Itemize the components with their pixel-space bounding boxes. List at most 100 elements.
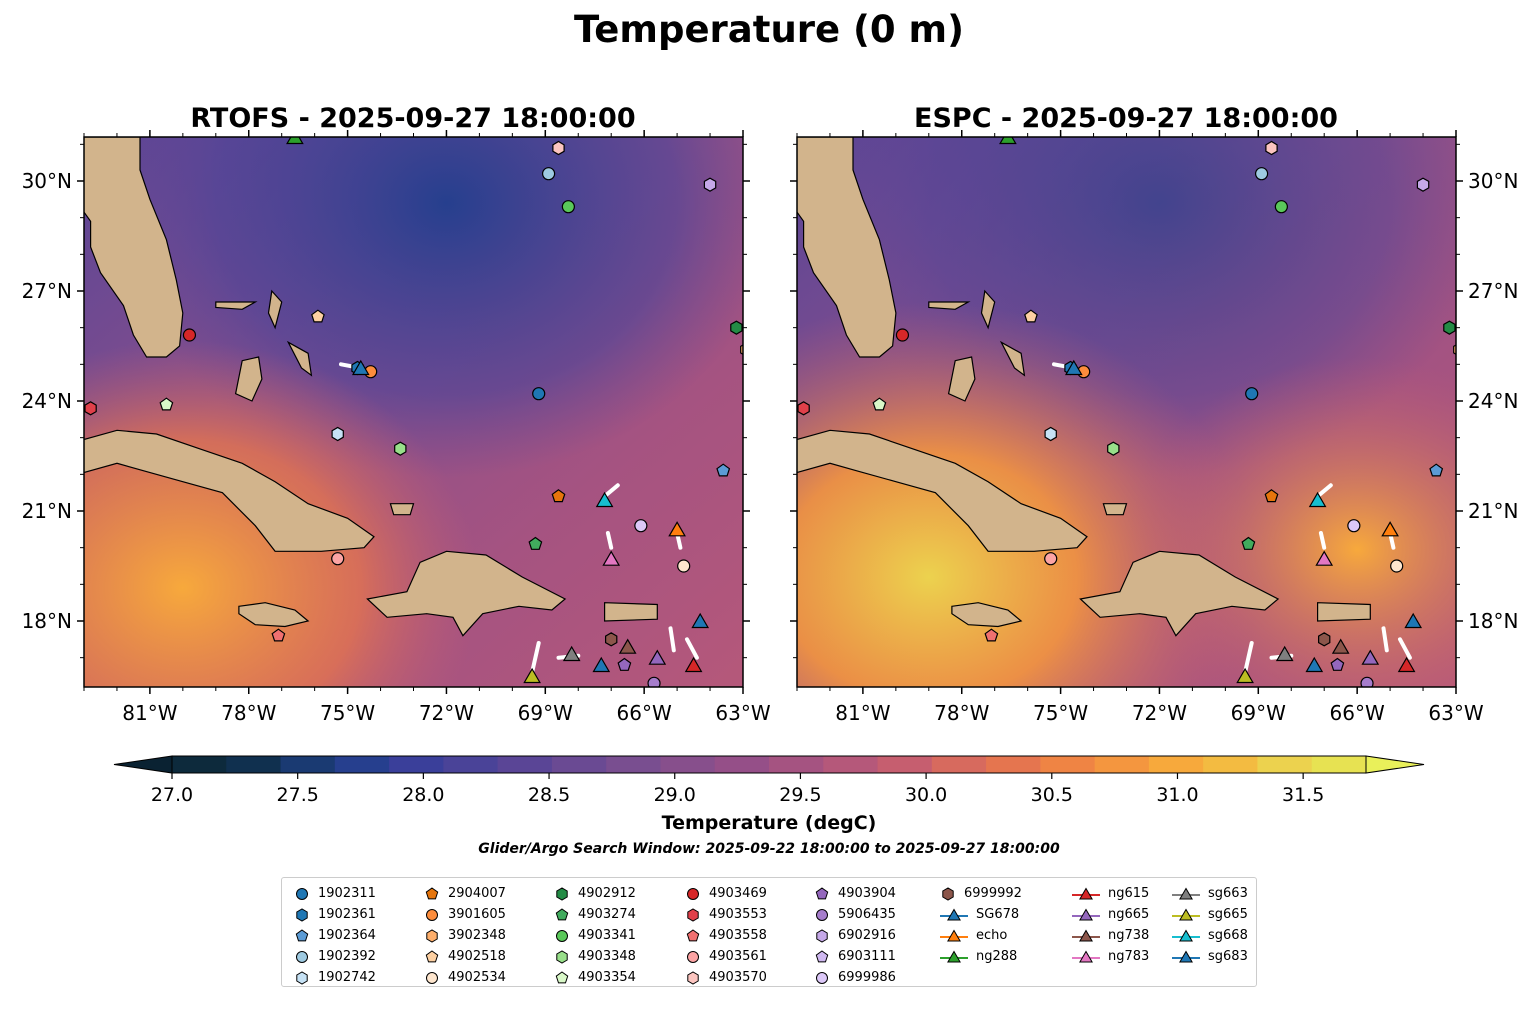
legend-item: ng615 bbox=[1072, 883, 1149, 904]
colorbar-bin bbox=[334, 756, 390, 773]
legend-column: 1902311 1902361 1902364 1902392 1902742 bbox=[294, 883, 376, 988]
legend-label: echo bbox=[976, 928, 1008, 943]
legend-item: 4903561 bbox=[685, 946, 767, 967]
land-florida bbox=[84, 137, 184, 358]
legend-marker-SG678 bbox=[940, 908, 968, 920]
legend-marker-4903904 bbox=[815, 886, 829, 899]
colorbar-bin bbox=[172, 756, 227, 773]
espc-x-tick-label: 81°W bbox=[835, 701, 890, 725]
obs-marker-sg668 bbox=[595, 491, 614, 508]
legend-marker-1902361 bbox=[296, 907, 308, 922]
obs-marker-sg668 bbox=[1308, 491, 1327, 508]
colorbar-tick-label: 28.5 bbox=[528, 784, 570, 806]
colorbar-bin bbox=[280, 756, 336, 773]
colorbar-bin bbox=[497, 756, 553, 773]
colorbar-bin bbox=[986, 756, 1041, 773]
espc-x-tick-label: 66°W bbox=[1330, 701, 1385, 725]
espc-x-tick-label: 63°W bbox=[1428, 701, 1483, 725]
legend-marker-6902916 bbox=[816, 928, 828, 943]
glider-track bbox=[685, 637, 699, 660]
colorbar-bin bbox=[1257, 756, 1313, 773]
land-puertorico bbox=[1316, 602, 1371, 622]
obs-marker-4903570 bbox=[552, 140, 565, 156]
land-eleuthera bbox=[286, 340, 313, 377]
obs-marker-sg683 bbox=[351, 359, 370, 376]
legend-item: 5906435 bbox=[814, 904, 896, 925]
legend-item: 1902742 bbox=[294, 967, 376, 988]
obs-marker-sg683 bbox=[1064, 359, 1083, 376]
obs-marker-4902534 bbox=[677, 559, 691, 573]
glider-track bbox=[1318, 531, 1327, 550]
legend-label: ng615 bbox=[1108, 886, 1150, 901]
rtofs-y-tick-label: 27°N bbox=[22, 279, 72, 303]
legend-label: 4903348 bbox=[578, 949, 636, 964]
colorbar-bin bbox=[714, 756, 770, 773]
colorbar-tick-label: 28.0 bbox=[402, 784, 444, 806]
rtofs-x-tick-label: 72°W bbox=[419, 701, 474, 725]
legend-marker-6903111 bbox=[815, 949, 829, 962]
colorbar-bin bbox=[606, 756, 662, 773]
colorbar-tick-label: 31.5 bbox=[1282, 784, 1324, 806]
legend-marker-sg663 bbox=[1172, 887, 1200, 899]
legend-item: 4903274 bbox=[554, 904, 636, 925]
rtofs-panel-title: RTOFS - 2025-09-27 18:00:00 bbox=[190, 103, 635, 134]
glider-track bbox=[1398, 637, 1412, 660]
legend-marker-sg683 bbox=[1172, 950, 1200, 962]
legend-label: sg665 bbox=[1208, 907, 1248, 922]
obs-marker-ng288 bbox=[286, 137, 304, 145]
legend-label: 4902534 bbox=[448, 970, 506, 985]
espc-axes: 81°W 78°W 75°W 72°W 69°W 66°W 63°W 18°N 21°N 24°N… bbox=[790, 130, 1518, 725]
legend-marker-4903469 bbox=[687, 887, 699, 900]
legend-label: 4903561 bbox=[709, 949, 767, 964]
obs-marker-4903354 bbox=[872, 397, 887, 411]
colorbar-bin bbox=[443, 756, 499, 773]
obs-marker-6999992 bbox=[604, 632, 618, 647]
espc-y-tick-label: 27°N bbox=[1468, 279, 1518, 303]
legend-item: 6903111 bbox=[814, 946, 896, 967]
obs-marker-4903274 bbox=[1241, 536, 1256, 550]
obs-marker-5906435 bbox=[1360, 676, 1374, 687]
obs-marker-4903341 bbox=[561, 200, 575, 214]
glider-track bbox=[668, 626, 676, 653]
colorbar-bin bbox=[769, 756, 824, 773]
legend-label: 4903570 bbox=[709, 970, 767, 985]
colorbar-tick-label: 30.5 bbox=[1031, 784, 1073, 806]
obs-marker-2904007 bbox=[1264, 489, 1279, 503]
legend-marker-6999992 bbox=[942, 886, 954, 901]
legend-marker-4902912 bbox=[556, 886, 568, 901]
obs-marker-ng665 bbox=[1361, 649, 1380, 665]
rtofs-y-tick-label: 30°N bbox=[22, 169, 72, 193]
search-window-caption: Glider/Argo Search Window: 2025-09-22 18… bbox=[478, 841, 1060, 857]
obs-marker-SG678 bbox=[1404, 612, 1423, 629]
obs-marker-4903904 bbox=[617, 657, 632, 671]
legend-label: 4902518 bbox=[448, 949, 506, 964]
espc-x-tick-label: 78°W bbox=[934, 701, 989, 725]
legend-marker-4903570 bbox=[687, 970, 699, 985]
colorbar-bin bbox=[1040, 756, 1096, 773]
rtofs-x-tick-label: 81°W bbox=[122, 701, 177, 725]
obs-marker-1902311 bbox=[1245, 387, 1259, 401]
colorbar-bin bbox=[660, 756, 716, 773]
legend-marker-3901605 bbox=[426, 908, 438, 921]
legend-item: 4902518 bbox=[424, 946, 506, 967]
legend-label: ng665 bbox=[1108, 907, 1150, 922]
legend-item: SG678 bbox=[940, 904, 1022, 925]
obs-marker-4903553 bbox=[84, 401, 97, 416]
obs-marker-6999992 bbox=[1317, 632, 1331, 647]
land-inagua bbox=[1102, 503, 1128, 516]
land-grandbahama bbox=[928, 301, 971, 310]
obs-marker-4902518 bbox=[1024, 309, 1038, 323]
legend-item: 6999992 bbox=[940, 883, 1022, 904]
legend-label: 2904007 bbox=[448, 886, 506, 901]
espc-x-tick-label: 72°W bbox=[1132, 701, 1187, 725]
legend-item: 4903341 bbox=[554, 925, 636, 946]
legend-label: 4903904 bbox=[838, 886, 896, 901]
obs-marker-echo bbox=[1381, 521, 1399, 537]
legend-label: 4902912 bbox=[578, 886, 636, 901]
legend-item: echo bbox=[940, 925, 1022, 946]
espc-panel-title: ESPC - 2025-09-27 18:00:00 bbox=[914, 103, 1338, 134]
obs-marker-1902742 bbox=[1044, 426, 1057, 442]
legend-label: 4903558 bbox=[709, 928, 767, 943]
colorbar-bin bbox=[389, 756, 444, 773]
colorbar-bin bbox=[1311, 756, 1367, 773]
